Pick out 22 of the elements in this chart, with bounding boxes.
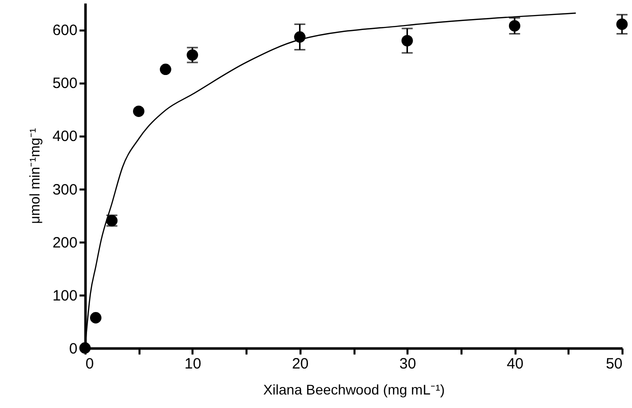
- x-tick-label: 20: [292, 356, 309, 372]
- point: [402, 34, 413, 46]
- x-tick-label: 40: [506, 356, 524, 372]
- y-tick-label: 200: [52, 234, 78, 252]
- x-axis-title: Xilana Beechwood (mg mL⁻¹): [263, 382, 445, 398]
- point: [90, 312, 102, 324]
- y-tick-label: 500: [52, 75, 78, 92]
- y-tick-label: 300: [52, 181, 78, 198]
- point: [160, 64, 172, 76]
- y-tick-label: 100: [52, 287, 78, 304]
- x-tick-label: 50: [606, 356, 622, 372]
- point: [508, 20, 520, 32]
- point: [133, 106, 144, 117]
- y-tick-label: 0: [69, 340, 78, 358]
- y-axis-title: μmol min⁻¹mg⁻¹: [26, 128, 42, 224]
- x-tick-label: 0: [86, 356, 94, 372]
- x-tick-label: 30: [399, 356, 416, 372]
- point: [616, 18, 628, 30]
- x-tick-label: 10: [184, 356, 202, 372]
- y-tick-label: 400: [52, 128, 78, 146]
- y-tick-label: 600: [52, 22, 78, 40]
- point: [186, 49, 198, 61]
